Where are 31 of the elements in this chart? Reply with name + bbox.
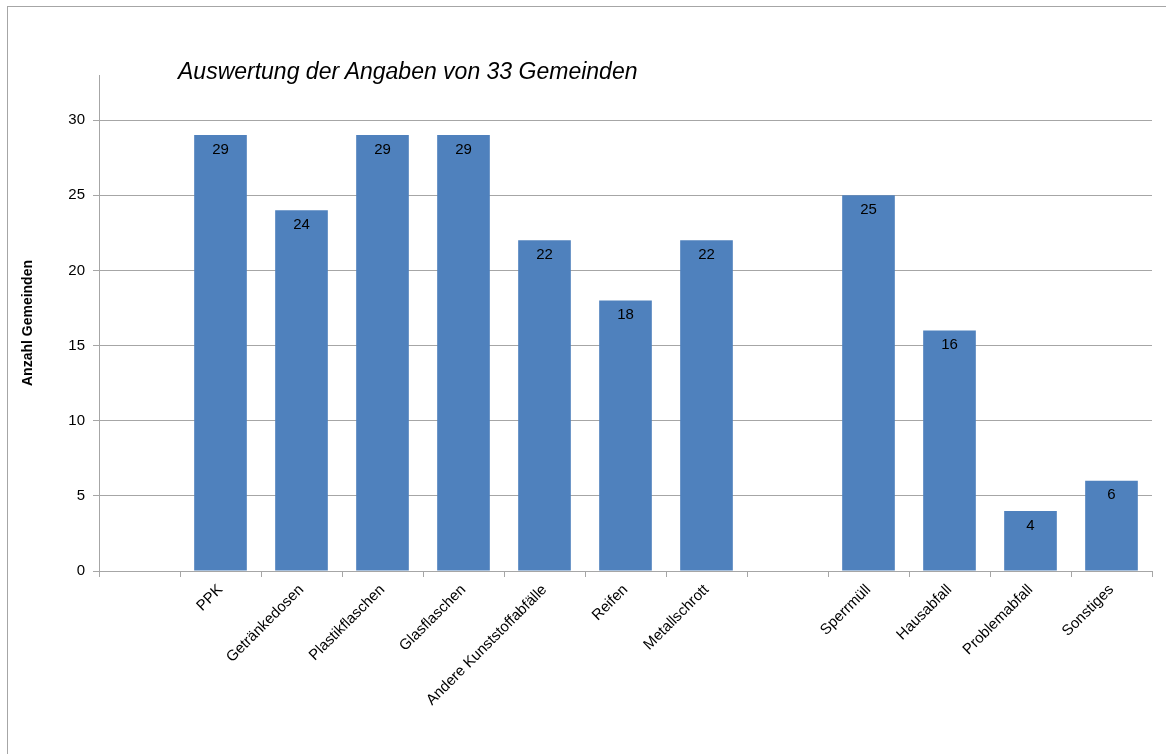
bar — [1004, 510, 1057, 571]
bar — [1085, 480, 1138, 571]
data-label: 16 — [941, 335, 958, 353]
data-label: 22 — [698, 244, 715, 262]
bar — [275, 210, 328, 571]
bar — [923, 330, 976, 571]
bar — [194, 135, 247, 571]
y-tick-label: 20 — [68, 260, 85, 278]
bar — [437, 135, 490, 571]
bar — [599, 300, 652, 571]
data-label: 18 — [617, 305, 634, 323]
y-tick-label: 0 — [76, 561, 85, 579]
bar — [518, 240, 571, 571]
data-label: 29 — [455, 139, 472, 157]
y-axis-title: Anzahl Gemeinden — [19, 259, 36, 387]
data-label: 25 — [860, 199, 877, 217]
data-label: 22 — [536, 244, 553, 262]
data-label: 24 — [293, 214, 310, 232]
bar — [356, 135, 409, 571]
bar — [842, 195, 895, 571]
data-label: 6 — [1107, 485, 1116, 503]
y-tick-label: 15 — [68, 335, 85, 353]
data-label: 29 — [212, 139, 229, 157]
bar — [680, 240, 733, 571]
data-label: 29 — [374, 139, 391, 157]
chart-title: Auswertung der Angaben von 33 Gemeinden — [178, 57, 638, 86]
y-tick-label: 25 — [68, 185, 85, 203]
y-tick-label: 30 — [68, 110, 85, 128]
y-tick-label: 5 — [76, 485, 85, 503]
data-label: 4 — [1026, 515, 1035, 533]
y-tick-label: 10 — [68, 410, 85, 428]
